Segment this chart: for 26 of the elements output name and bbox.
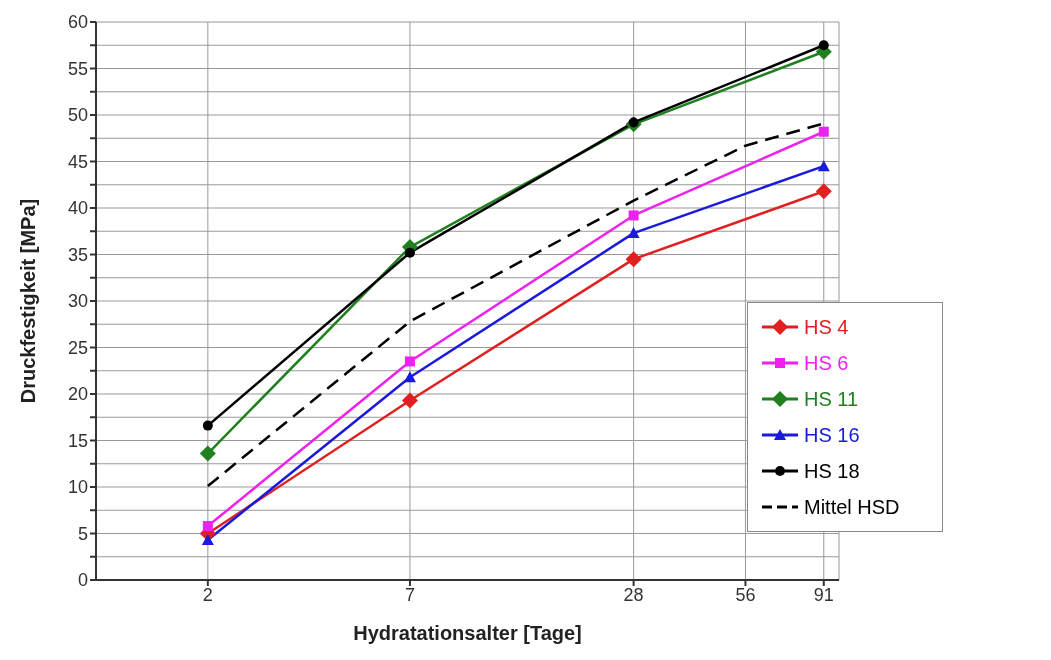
legend-label: HS 11 (804, 387, 859, 412)
y-tick-label: 55 (67, 58, 88, 79)
x-tick-label: 7 (404, 584, 415, 605)
y-tick-label: 0 (77, 570, 88, 591)
y-tick-label: 50 (67, 105, 88, 126)
y-tick-label: 60 (67, 12, 88, 33)
x-tick-label: 91 (813, 584, 834, 605)
y-tick-label: 20 (67, 384, 88, 405)
legend-label: Mittel HSD (804, 495, 900, 520)
y-axis-title: Druckfestigkeit [MPa] (17, 198, 40, 404)
y-tick-label: 15 (67, 430, 88, 451)
y-tick-label: 40 (67, 198, 88, 219)
x-axis-title: Hydratationsalter [Tage] (353, 622, 582, 644)
legend-label: HS 18 (804, 459, 860, 484)
legend-label: HS 4 (804, 315, 849, 340)
y-tick-label: 30 (67, 291, 88, 312)
x-tick-label: 28 (623, 584, 644, 605)
legend-label: HS 6 (804, 351, 849, 376)
x-tick-label: 2 (202, 584, 213, 605)
y-tick-label: 35 (67, 244, 88, 265)
y-tick-label: 25 (67, 337, 88, 358)
y-tick-label: 10 (67, 477, 88, 498)
x-tick-label: 56 (735, 584, 756, 605)
legend-label: HS 16 (804, 423, 860, 448)
y-tick-label: 45 (67, 151, 88, 172)
y-tick-label: 5 (77, 523, 88, 544)
